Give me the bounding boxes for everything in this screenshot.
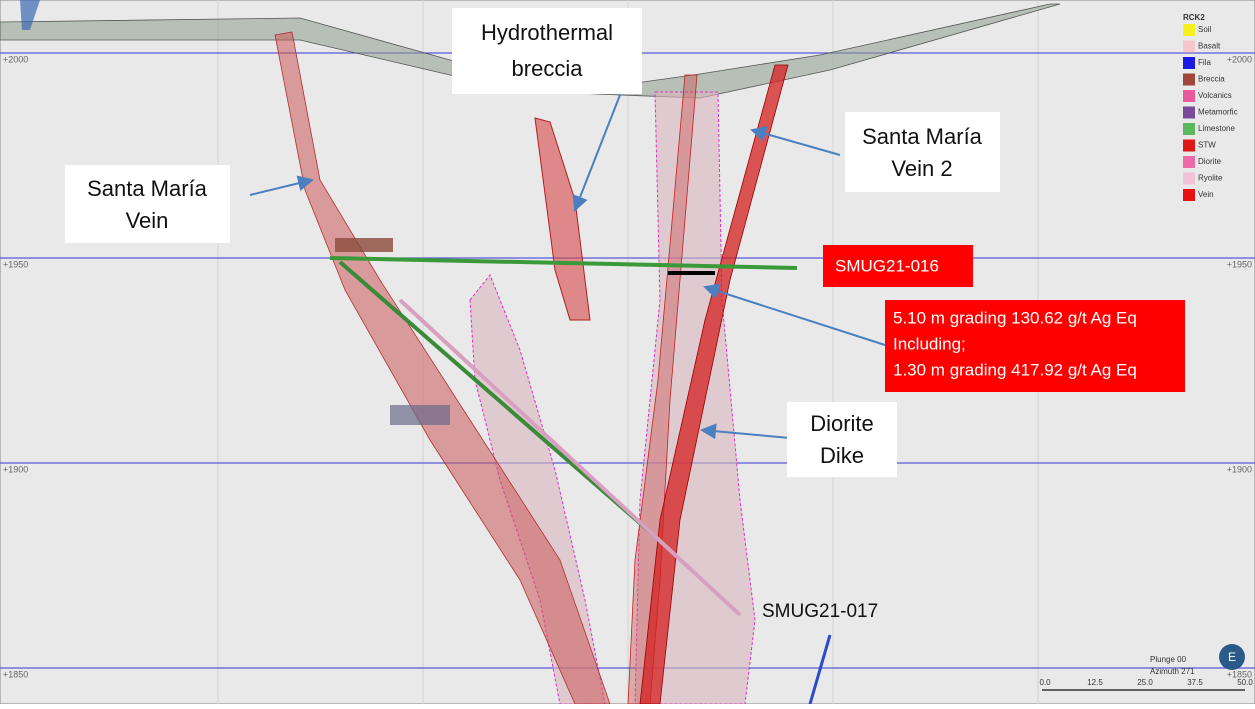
label-box bbox=[787, 402, 897, 477]
hole-label: SMUG21-016 bbox=[835, 256, 939, 275]
elevation-label: +2000 bbox=[3, 54, 28, 64]
scale-label: 0.0 bbox=[1039, 678, 1051, 687]
legend-label: Soil bbox=[1198, 25, 1212, 34]
drillhole-016 bbox=[329, 256, 798, 270]
elevation-label: +1900 bbox=[1227, 464, 1252, 474]
legend-label: Ryolite bbox=[1198, 174, 1223, 183]
label-box bbox=[823, 245, 973, 287]
label-box bbox=[65, 165, 230, 243]
scale-label: 50.0 bbox=[1237, 678, 1253, 687]
elevation-label: +1950 bbox=[1227, 259, 1252, 269]
legend-swatch bbox=[1183, 40, 1195, 53]
legend-swatch bbox=[1183, 57, 1195, 69]
workings bbox=[390, 405, 450, 425]
label: Hydrothermal bbox=[481, 20, 613, 45]
legend-swatch bbox=[1183, 73, 1195, 86]
drillhole bbox=[808, 634, 832, 705]
label: Vein 2 bbox=[891, 156, 952, 181]
drillhole-017 bbox=[398, 298, 742, 617]
label: Santa María bbox=[87, 176, 208, 201]
legend-swatch bbox=[1183, 123, 1195, 135]
elevation-label: +1950 bbox=[3, 259, 28, 269]
legend-label: Limestone bbox=[1198, 124, 1235, 133]
intercept-box bbox=[885, 300, 1185, 392]
azimuth: Azimuth 271 bbox=[1150, 667, 1195, 676]
legend-label: Basalt bbox=[1198, 42, 1221, 51]
elevation-label: +1850 bbox=[3, 669, 28, 679]
scale-label: 37.5 bbox=[1187, 678, 1203, 687]
legend-label: Vein bbox=[1198, 190, 1214, 199]
intercept-text: 1.30 m grading 417.92 g/t Ag Eq bbox=[893, 360, 1137, 379]
legend-label: STW bbox=[1198, 141, 1216, 150]
elevation-labels: +2000 +2000 +1950 +1950 +1900 +1900 +1850 +1850 bbox=[3, 54, 1252, 679]
legend-swatch bbox=[1183, 172, 1195, 185]
elevation-label: +1850 bbox=[1227, 669, 1252, 679]
label: Dike bbox=[820, 443, 864, 468]
legend-swatch bbox=[1183, 106, 1195, 119]
elevation-label: +2000 bbox=[1227, 54, 1252, 64]
compass-label: E bbox=[1228, 650, 1236, 664]
label: Vein bbox=[126, 208, 169, 233]
legend-swatch bbox=[1183, 139, 1195, 152]
legend-label: Fila bbox=[1198, 58, 1211, 67]
label: Diorite bbox=[810, 411, 874, 436]
legend-label: Metamorfic bbox=[1198, 108, 1238, 117]
legend: RCK2 Soil Basalt Fila Breccia Volcanics Metamo… bbox=[1183, 13, 1238, 201]
legend-label: Breccia bbox=[1198, 75, 1225, 84]
legend-label: Diorite bbox=[1198, 157, 1222, 166]
intercept-text: 5.10 m grading 130.62 g/t Ag Eq bbox=[893, 308, 1137, 327]
hole-label: SMUG21-017 bbox=[762, 601, 878, 622]
hydrothermal-breccia bbox=[534, 117, 591, 321]
label-box bbox=[845, 112, 1000, 192]
legend-swatch bbox=[1183, 156, 1195, 168]
legend-swatch bbox=[1183, 24, 1195, 36]
label: breccia bbox=[512, 56, 584, 81]
plunge: Plunge 00 bbox=[1150, 655, 1187, 664]
label: Santa María bbox=[862, 124, 983, 149]
label-box bbox=[452, 8, 642, 94]
arrows bbox=[249, 94, 886, 440]
scale-bar: 0.0 12.5 25.0 37.5 50.0 bbox=[1039, 678, 1253, 691]
intercept-text: Including; bbox=[893, 334, 966, 353]
legend-swatch bbox=[1183, 90, 1195, 102]
workings bbox=[335, 238, 393, 252]
topo-feature bbox=[20, 0, 40, 30]
legend-swatch bbox=[1183, 189, 1195, 201]
scale-label: 12.5 bbox=[1087, 678, 1103, 687]
legend-label: Volcanics bbox=[1198, 91, 1232, 100]
scale-label: 25.0 bbox=[1137, 678, 1153, 687]
elevation-label: +1900 bbox=[3, 464, 28, 474]
compass bbox=[1219, 644, 1245, 670]
legend-title: RCK2 bbox=[1183, 13, 1205, 22]
